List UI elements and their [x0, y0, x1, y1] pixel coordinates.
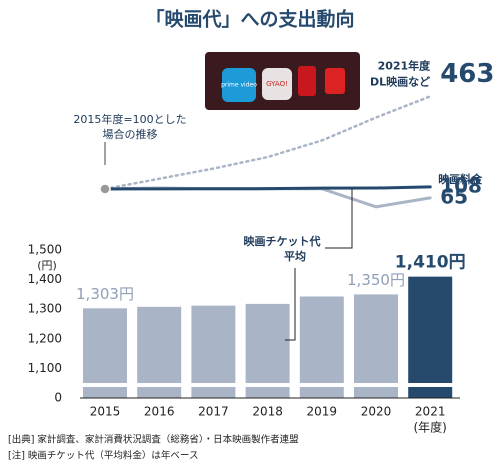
value-label: 1,410円	[395, 253, 466, 273]
x-tick-label: 2019	[307, 405, 338, 419]
y-unit: (円)	[37, 259, 57, 272]
line	[103, 185, 432, 191]
y-tick-label: 1,300	[28, 302, 62, 316]
y-tick-label: 1,400	[28, 272, 62, 286]
x-tick-label: 2017	[198, 405, 229, 419]
bar	[408, 276, 453, 398]
series-label: 2021年度	[378, 58, 432, 72]
note: [出典] 家計調査、家計消費状況調査（総務省）・日本映画製作者連盟	[8, 434, 299, 446]
photo-label: prime video	[221, 82, 257, 89]
end-value: 463	[440, 59, 494, 89]
y-tick-label: 1,500	[28, 243, 62, 257]
y-tick-label: 0	[54, 391, 62, 405]
x-tick-label: 2021	[415, 405, 446, 419]
note: [注] 映画チケット代（平均料金）は年ベース	[8, 450, 198, 462]
x-tick-label: 2015	[90, 405, 121, 419]
bar	[354, 294, 398, 398]
series-label: DL映画など	[370, 74, 430, 88]
value-label: 1,350円	[347, 271, 405, 289]
bar	[299, 296, 344, 398]
title: 「映画代」への支出動向	[145, 8, 354, 31]
bar	[245, 303, 290, 398]
callout-line	[325, 188, 353, 249]
series-label: 映画料金	[438, 172, 483, 186]
x-unit: (年度)	[414, 420, 447, 435]
annotation: 場合の推移	[103, 127, 158, 141]
callout-line	[285, 268, 296, 341]
callout: 平均	[284, 249, 306, 263]
annotation: 2015年度=100とした	[73, 112, 186, 126]
line	[103, 95, 432, 191]
bar	[137, 306, 182, 398]
bar	[191, 305, 236, 398]
y-tick-label: 1,100	[28, 361, 62, 375]
y-tick-label: 1,200	[28, 331, 62, 345]
photo: prime video GYAO!	[205, 52, 360, 110]
x-tick-label: 2020	[361, 405, 392, 419]
x-tick-label: 2018	[252, 405, 283, 419]
end-value: 108	[440, 173, 482, 197]
axis-break	[80, 383, 460, 387]
photo-label: GYAO!	[266, 80, 288, 88]
x-tick-label: 2016	[144, 405, 175, 419]
line	[103, 186, 432, 209]
start-marker	[99, 183, 111, 195]
value-label: 1,303円	[76, 285, 134, 303]
end-value: 65	[440, 184, 468, 208]
callout: 映画チケット代	[244, 234, 321, 248]
